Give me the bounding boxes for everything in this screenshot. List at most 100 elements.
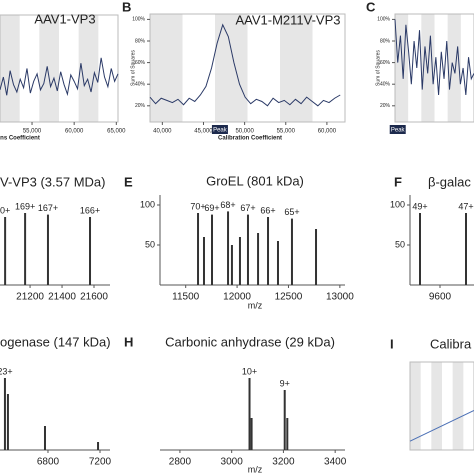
- peak-label: 169+: [15, 201, 35, 211]
- peak: [276, 241, 279, 285]
- peak-label: 9+: [280, 378, 290, 388]
- y-tick-label: 100: [140, 199, 155, 209]
- band: [452, 362, 464, 450]
- x-tick-label: 21600: [80, 292, 108, 303]
- peak: [211, 214, 214, 285]
- peak: [246, 214, 249, 285]
- peak: [230, 245, 233, 285]
- band: [78, 15, 99, 122]
- plot-frame: [0, 14, 119, 123]
- peak: [283, 390, 286, 450]
- panel-label: I: [390, 336, 394, 351]
- peak-label: 23+: [0, 366, 13, 376]
- x-tick-label: 50,000: [235, 129, 254, 135]
- x-tick-label: 55,000: [277, 129, 296, 135]
- annotation: Peak: [213, 128, 228, 134]
- x-tick-label: 6800: [37, 457, 60, 468]
- peak: [3, 378, 6, 450]
- panel-label: H: [124, 334, 133, 349]
- peak-label: 65+: [284, 207, 299, 217]
- chart-title: Calibra: [430, 336, 472, 351]
- x-tick-label: 3000: [221, 457, 244, 468]
- peak: [4, 217, 7, 285]
- peak: [227, 211, 230, 285]
- peak-label: 69+: [204, 203, 219, 213]
- band: [447, 14, 461, 122]
- peak-label: 66+: [260, 205, 275, 215]
- x-tick-label: 11500: [172, 292, 200, 303]
- panel-label: F: [394, 174, 402, 189]
- peak-label: 49+: [412, 201, 427, 211]
- y-tick-label: 50: [395, 239, 405, 249]
- peak: [257, 233, 260, 285]
- x-tick-label: 9600: [429, 292, 452, 303]
- peak-label: 10+: [242, 366, 257, 376]
- peak: [238, 237, 241, 285]
- annotation-box: [211, 125, 228, 134]
- band: [39, 15, 59, 122]
- band: [431, 362, 442, 450]
- peak: [250, 418, 253, 450]
- peak-label: 0+: [0, 205, 10, 215]
- peak-label: 47+: [458, 201, 473, 211]
- peak: [286, 418, 289, 450]
- plot-frame: [409, 361, 474, 451]
- y-tick-label: 80%: [135, 38, 146, 44]
- peak: [46, 214, 49, 285]
- peak-label: 166+: [80, 205, 100, 215]
- peak: [197, 213, 200, 285]
- chart-title: V-VP3 (3.57 MDa): [0, 174, 106, 189]
- plot-frame: [149, 13, 346, 123]
- annotation: Peak: [391, 128, 406, 134]
- chart-title: β-galac: [428, 174, 471, 189]
- peak: [290, 218, 293, 285]
- panel-label: E: [124, 174, 133, 189]
- plot-frame: [394, 13, 474, 123]
- peak: [465, 213, 467, 285]
- y-tick-label: 40%: [380, 82, 391, 88]
- y-tick-label: 20%: [135, 103, 146, 109]
- panel-label: B: [122, 0, 131, 14]
- peak: [97, 442, 100, 450]
- x-axis-label: m/z: [248, 464, 263, 474]
- peak: [89, 217, 92, 285]
- band: [0, 15, 20, 122]
- peak: [43, 426, 46, 450]
- y-tick-label: 40%: [135, 82, 146, 88]
- x-tick-label: 45,000: [194, 129, 213, 135]
- peak: [419, 213, 421, 285]
- panel-label: C: [366, 0, 376, 14]
- y-axis-label: Sum of Squares: [375, 50, 381, 86]
- x-tick-label: 2800: [169, 457, 192, 468]
- band: [215, 14, 248, 122]
- line: [149, 23, 341, 107]
- peak-label: 67+: [240, 203, 255, 213]
- peak-label: 70+: [190, 201, 205, 211]
- x-tick-label: 12000: [223, 292, 251, 303]
- x-tick-label: 7200: [89, 457, 112, 468]
- band: [410, 362, 421, 450]
- chart-title: AAV1-VP3: [34, 11, 95, 26]
- x-axis-label: Calibration Coefficient: [218, 136, 282, 142]
- x-tick-label: 21400: [48, 292, 76, 303]
- y-tick-label: 50: [145, 239, 155, 249]
- y-tick-label: 80%: [380, 38, 391, 44]
- y-tick-label: 60%: [380, 60, 391, 66]
- y-axis-label: Sum of Squares: [130, 50, 136, 86]
- peak: [248, 378, 251, 450]
- peak: [202, 237, 205, 285]
- x-tick-label: 12500: [275, 292, 303, 303]
- y-tick-label: 100%: [377, 17, 390, 23]
- x-tick-label: 3400: [324, 457, 347, 468]
- chart-title: Carbonic anhydrase (29 kDa): [165, 334, 335, 349]
- chart-title: ogenase (147 kDa): [0, 334, 111, 349]
- line: [0, 57, 119, 97]
- x-tick-label: 55,000: [23, 129, 42, 135]
- chart-title: GroEL (801 kDa): [206, 173, 304, 188]
- peak: [24, 213, 27, 285]
- x-tick-label: 60,000: [318, 129, 337, 135]
- peak-label: 167+: [38, 203, 58, 213]
- line: [394, 19, 474, 96]
- y-tick-label: 60%: [135, 60, 146, 66]
